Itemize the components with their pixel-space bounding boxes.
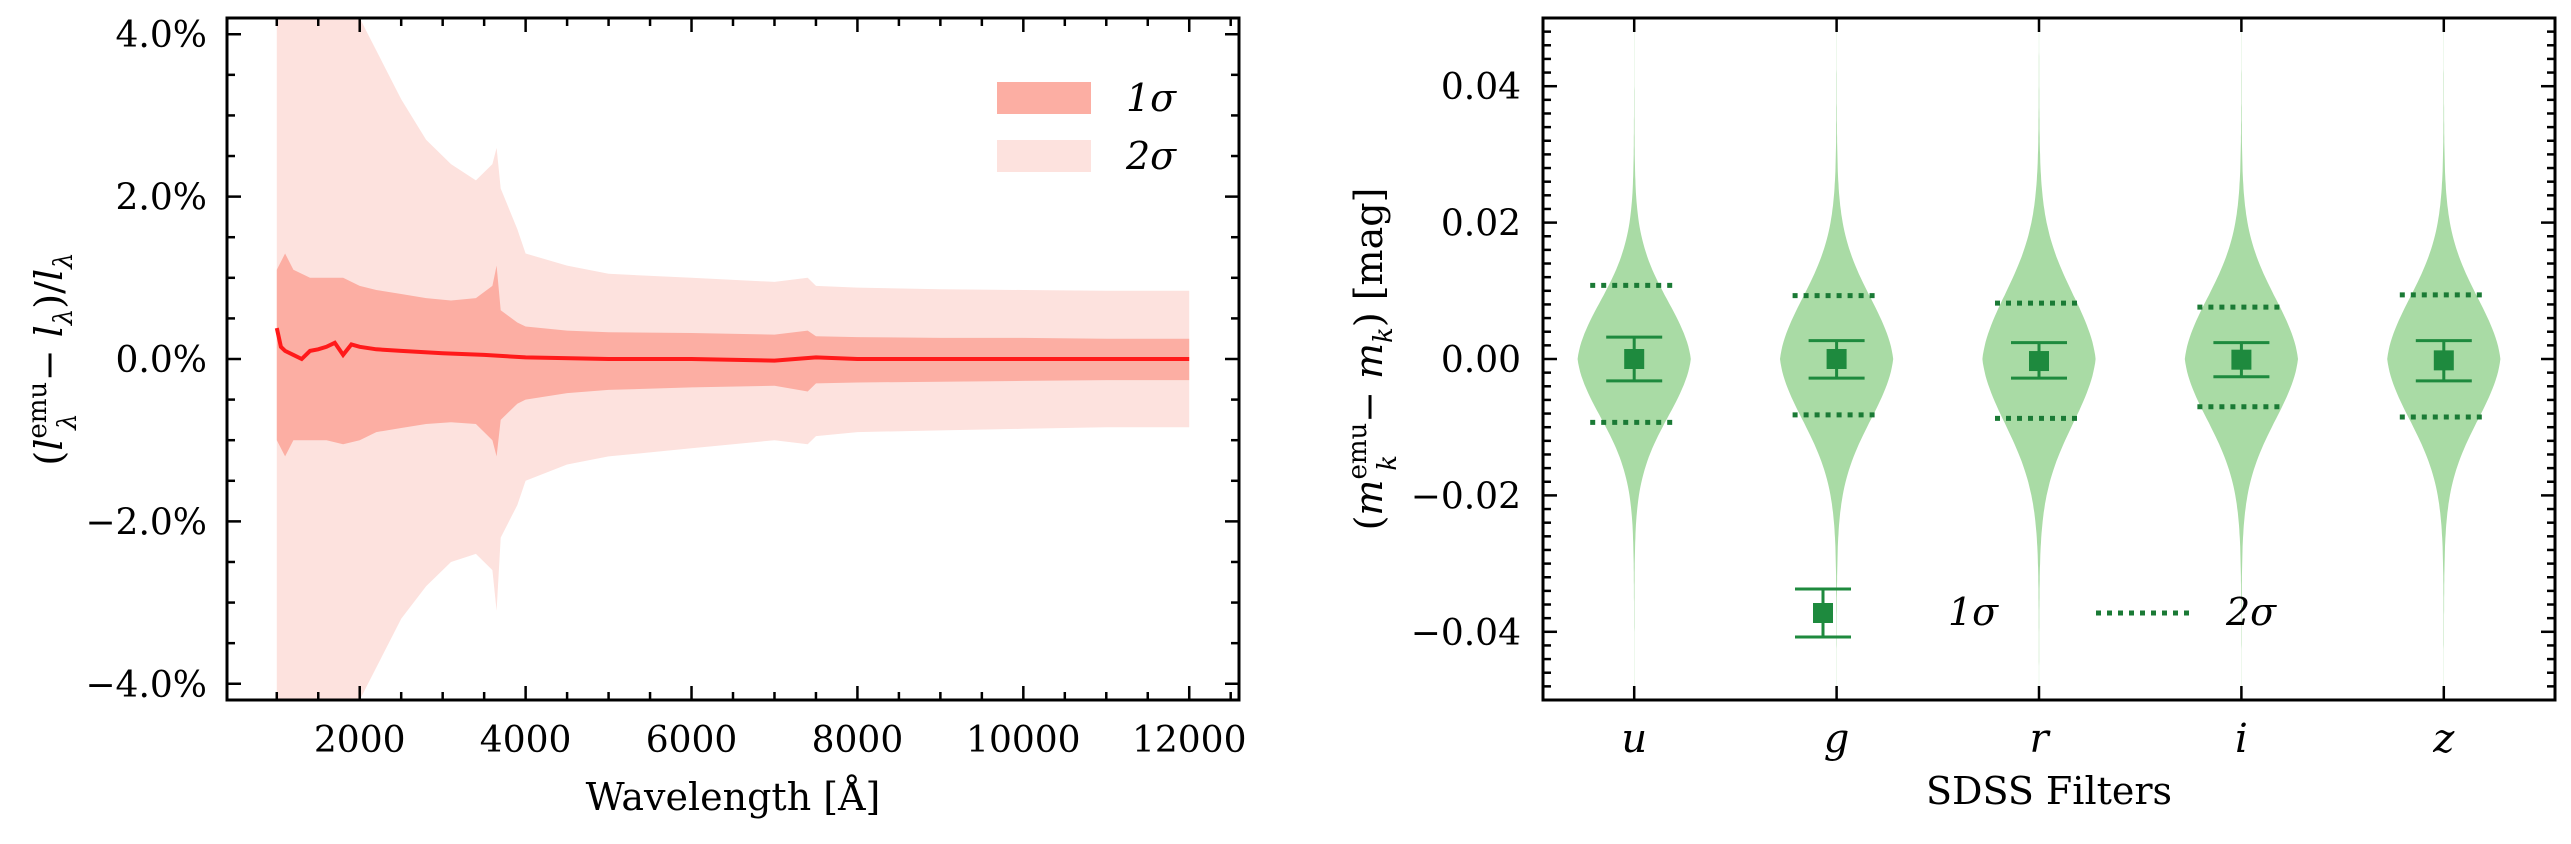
y-tick-label: −0.04 [1411,613,1521,654]
legend-label-2sigma: 2σ [1125,134,1177,178]
median-line [274,327,1190,363]
filter-label-g: g [1824,716,1850,762]
left-panel: 2000 4000 6000 8000 10000 12000 −4.0% −2.0% 0.0%… [23,15,1246,819]
y-tick-label: −0.02 [1411,476,1521,517]
legend-swatch-1sigma [997,82,1091,114]
y-tick-label: 4.0% [116,15,207,56]
legend-label-1sigma: 1σ [1126,76,1177,120]
legend-label-1sigma-right: 1σ [1948,590,1999,634]
median-marker-z [2433,350,2454,371]
x-tick-label: 6000 [646,720,738,761]
median-marker-u [1624,349,1645,369]
x-tick-label: 4000 [480,720,572,761]
median-marker-i [2231,349,2252,370]
filter-label-u: u [1621,716,1647,762]
legend-label-2sigma-right: 2σ [2225,590,2277,634]
left-ticks: 2000 4000 6000 8000 10000 12000 −4.0% −2.0% 0.0%… [85,15,1246,761]
left-legend: 1σ 2σ [997,76,1177,178]
filter-label-i: i [2235,716,2248,762]
y-tick-label: 0.02 [1441,204,1521,245]
x-tick-label: 12000 [1132,720,1247,761]
legend-marker-1sigma [1813,603,1833,623]
right-panel: u g r i z −0.04 −0.02 0.00 0.02 0.04 1σ 2σ SDSS F… [1343,16,2557,813]
y-tick-label: −2.0% [85,502,207,543]
x-tick-label: 10000 [966,720,1081,761]
y-tick-label: 0.04 [1441,67,1521,108]
x-tick-label: 2000 [314,720,406,761]
legend-swatch-2sigma [997,140,1091,172]
y-tick-label: −4.0% [85,665,207,706]
right-ticks: u g r i z −0.04 −0.02 0.00 0.02 0.04 [1411,16,2555,762]
median-marker-g [1826,349,1847,369]
right-x-axis-label: SDSS Filters [1926,769,2172,813]
right-violins [1577,18,2501,700]
y-tick-label: 0.0% [116,340,207,381]
left-bands [274,18,1190,700]
right-legend: 1σ 2σ [1795,587,2277,639]
y-tick-label: 2.0% [116,178,207,219]
filter-label-r: r [2029,716,2051,762]
band-1sigma [276,253,1190,457]
left-y-axis-label: (lemuλ − lλ)/lλ [23,252,83,465]
filter-label-z: z [2432,716,2455,762]
x-tick-label: 8000 [812,720,904,761]
median-marker-r [2029,351,2049,372]
y-tick-label: 0.00 [1441,340,1521,381]
right-y-axis-label: (memuk − mk) [mag] [1343,188,1403,531]
left-x-axis-label: Wavelength [Å] [586,775,881,819]
